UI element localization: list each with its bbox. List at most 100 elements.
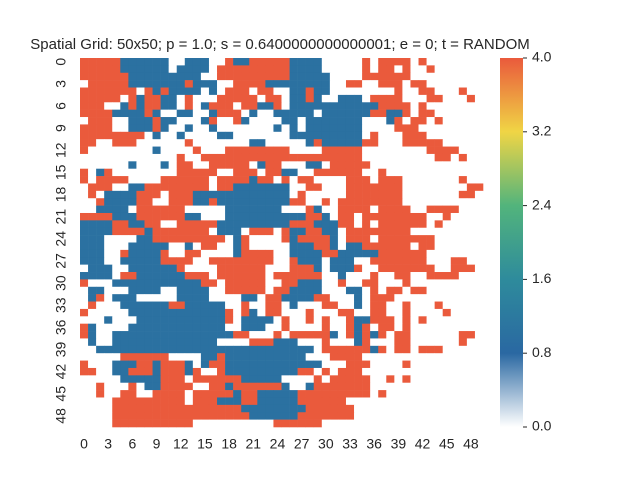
cell [217, 176, 226, 184]
cell [176, 419, 186, 428]
cell [418, 168, 427, 177]
cell [426, 58, 435, 66]
cell [410, 382, 419, 391]
cell [136, 235, 145, 243]
x-tick-label: 6 [128, 436, 136, 452]
cell [120, 183, 129, 192]
cell [233, 212, 242, 221]
cell [362, 72, 371, 81]
cell [281, 131, 290, 140]
cell [337, 331, 347, 339]
cell [241, 382, 250, 391]
cell [426, 190, 435, 199]
cell [281, 58, 290, 66]
cell [394, 176, 403, 184]
cell [378, 153, 387, 162]
cell [281, 404, 290, 413]
cell [305, 242, 315, 251]
cell [345, 235, 355, 243]
cell [337, 87, 347, 96]
cell [402, 353, 411, 361]
cell [297, 316, 306, 324]
cell [466, 87, 476, 96]
cell [176, 367, 186, 376]
cell [289, 176, 298, 184]
cell [297, 72, 306, 81]
cell [289, 146, 298, 155]
cell [88, 146, 97, 155]
cell [442, 316, 452, 324]
cell [354, 419, 363, 428]
x-tick-label: 18 [221, 436, 237, 452]
cell [184, 58, 194, 66]
cell [241, 176, 250, 184]
cell [136, 353, 145, 361]
cell [225, 360, 234, 369]
cell [297, 176, 306, 184]
cell [434, 390, 443, 398]
cell [120, 375, 129, 384]
cell [442, 80, 452, 88]
cell [426, 345, 435, 354]
cell [434, 412, 443, 420]
cell [289, 198, 298, 206]
cell [112, 316, 121, 324]
cell [200, 87, 210, 96]
cell [329, 94, 339, 103]
cell [96, 212, 105, 221]
y-tick-label: 6 [53, 102, 69, 110]
cell [128, 279, 137, 288]
cell [273, 242, 282, 251]
cell [192, 72, 202, 81]
cell [136, 264, 145, 273]
cell [354, 345, 363, 354]
cell [273, 146, 282, 155]
cell [345, 323, 355, 332]
cell [160, 249, 169, 258]
cell [265, 404, 274, 413]
cell [168, 168, 178, 177]
cell [241, 146, 250, 155]
cell [96, 117, 105, 125]
cell [281, 279, 290, 288]
cell [273, 353, 282, 361]
cell [329, 353, 339, 361]
cell [362, 257, 371, 265]
cell [297, 94, 306, 103]
cell [160, 235, 169, 243]
cell [474, 183, 484, 192]
cell [208, 227, 218, 236]
cell [466, 109, 476, 118]
cell [144, 412, 153, 420]
cell [281, 338, 290, 347]
cell [144, 338, 153, 347]
cell [233, 249, 242, 258]
cell [192, 264, 202, 273]
cell [394, 109, 403, 118]
cell [96, 294, 105, 302]
cell [345, 367, 355, 376]
cell [386, 323, 395, 332]
cell [144, 390, 153, 398]
cell [458, 176, 468, 184]
cell [442, 345, 452, 354]
cell [474, 124, 484, 133]
cell [208, 301, 218, 310]
cell [466, 404, 476, 413]
cell [112, 404, 121, 413]
cell [225, 316, 234, 324]
cell [378, 212, 387, 221]
cell [208, 153, 218, 162]
cell [192, 316, 202, 324]
cell [96, 412, 105, 420]
cell [208, 190, 218, 199]
cell [354, 360, 363, 369]
cell [329, 272, 339, 280]
cell [184, 220, 194, 229]
cell [112, 323, 121, 332]
cell [200, 198, 210, 206]
cell [378, 331, 387, 339]
cell [257, 419, 266, 428]
cell [313, 235, 323, 243]
cell [160, 294, 169, 302]
